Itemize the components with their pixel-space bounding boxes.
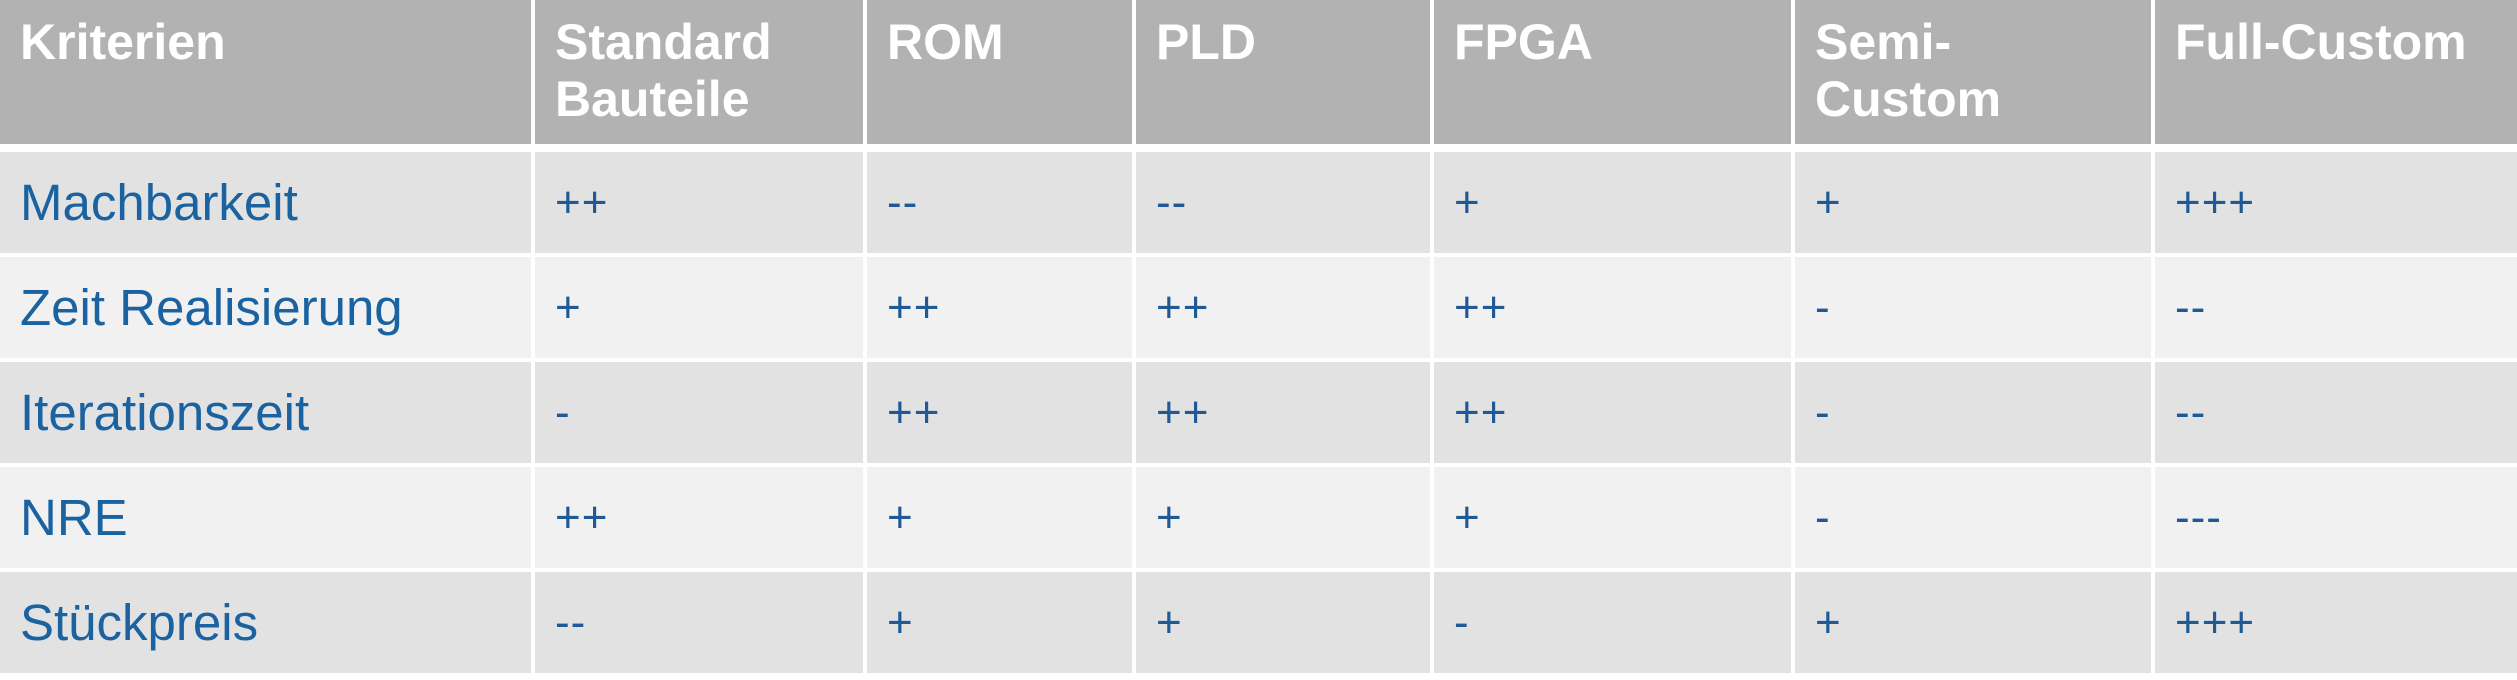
row-label-zeit-realisierung: Zeit Realisierung bbox=[0, 257, 535, 362]
cell-value: ++ bbox=[535, 152, 867, 257]
row-label-nre: NRE bbox=[0, 467, 535, 572]
cell-value: ++ bbox=[867, 257, 1136, 362]
cell-value: + bbox=[1795, 152, 2155, 257]
cell-value: - bbox=[1434, 572, 1795, 673]
cell-value: -- bbox=[2155, 362, 2517, 467]
cell-value: - bbox=[1795, 467, 2155, 572]
cell-value: ++ bbox=[1434, 362, 1795, 467]
cell-value: -- bbox=[1136, 152, 1434, 257]
cell-value: + bbox=[535, 257, 867, 362]
cell-value: ++ bbox=[1136, 362, 1434, 467]
row-label-stueckpreis: Stückpreis bbox=[0, 572, 535, 673]
cell-value: - bbox=[535, 362, 867, 467]
cell-value: + bbox=[867, 572, 1136, 673]
row-label-iterationszeit: Iterationszeit bbox=[0, 362, 535, 467]
header-text-line1: Full-Custom bbox=[2175, 14, 2467, 70]
cell-value: + bbox=[1434, 467, 1795, 572]
header-row: Kriterien Standard Bauteile ROM PLD FPGA… bbox=[0, 0, 2517, 152]
table-row: Machbarkeit ++ -- -- + + +++ bbox=[0, 152, 2517, 257]
header-rom: ROM bbox=[867, 0, 1136, 152]
cell-value: - bbox=[1795, 362, 2155, 467]
row-label-machbarkeit: Machbarkeit bbox=[0, 152, 535, 257]
header-text-line1: PLD bbox=[1156, 14, 1256, 70]
cell-value: -- bbox=[2155, 257, 2517, 362]
header-pld: PLD bbox=[1136, 0, 1434, 152]
table-body: Machbarkeit ++ -- -- + + +++ Zeit Realis… bbox=[0, 152, 2517, 673]
cell-value: +++ bbox=[2155, 572, 2517, 673]
cell-value: ++ bbox=[867, 362, 1136, 467]
cell-value: -- bbox=[867, 152, 1136, 257]
cell-value: + bbox=[1136, 572, 1434, 673]
cell-value: + bbox=[1434, 152, 1795, 257]
table-row: Zeit Realisierung + ++ ++ ++ - -- bbox=[0, 257, 2517, 362]
cell-value: + bbox=[1795, 572, 2155, 673]
cell-value: ++ bbox=[1434, 257, 1795, 362]
cell-value: --- bbox=[2155, 467, 2517, 572]
cell-value: -- bbox=[535, 572, 867, 673]
header-text-line1: ROM bbox=[887, 14, 1004, 70]
header-full-custom: Full-Custom bbox=[2155, 0, 2517, 152]
header-text-line2: Bauteile bbox=[555, 71, 750, 127]
header-criteria: Kriterien bbox=[0, 0, 535, 152]
header-text-line2: Custom bbox=[1815, 71, 2002, 127]
table-header: Kriterien Standard Bauteile ROM PLD FPGA… bbox=[0, 0, 2517, 152]
cell-value: +++ bbox=[2155, 152, 2517, 257]
cell-value: ++ bbox=[535, 467, 867, 572]
header-semi-custom: Semi- Custom bbox=[1795, 0, 2155, 152]
table-row: Iterationszeit - ++ ++ ++ - -- bbox=[0, 362, 2517, 467]
cell-value: + bbox=[1136, 467, 1434, 572]
header-standard-bauteile: Standard Bauteile bbox=[535, 0, 867, 152]
cell-value: + bbox=[867, 467, 1136, 572]
table-row: Stückpreis -- + + - + +++ bbox=[0, 572, 2517, 673]
header-text-line1: FPGA bbox=[1454, 14, 1593, 70]
header-text-line1: Semi- bbox=[1815, 14, 1952, 70]
cell-value: - bbox=[1795, 257, 2155, 362]
header-text-line1: Standard bbox=[555, 14, 772, 70]
table-row: NRE ++ + + + - --- bbox=[0, 467, 2517, 572]
cell-value: ++ bbox=[1136, 257, 1434, 362]
header-fpga: FPGA bbox=[1434, 0, 1795, 152]
